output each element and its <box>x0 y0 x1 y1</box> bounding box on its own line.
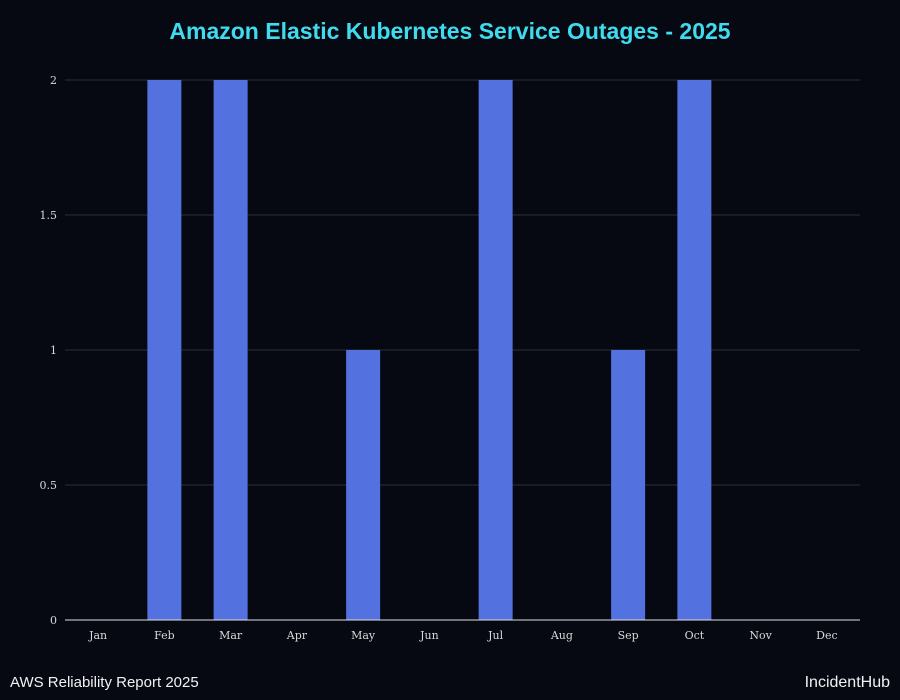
x-tick-label: Sep <box>618 629 639 642</box>
footer-brand: IncidentHub <box>804 674 890 691</box>
x-tick-label: Apr <box>286 629 308 642</box>
bar-mar <box>213 80 248 620</box>
bar-feb <box>147 80 182 620</box>
x-tick-label: Jan <box>88 629 107 642</box>
y-tick-label: 1 <box>50 344 57 357</box>
chart-title: Amazon Elastic Kubernetes Service Outage… <box>169 18 731 44</box>
bar-oct <box>677 80 712 620</box>
x-tick-label: Dec <box>816 629 838 642</box>
bar-sep <box>611 350 646 620</box>
y-tick-label: 0.5 <box>40 479 58 492</box>
x-tick-label: Aug <box>550 629 573 642</box>
x-tick-label: Jun <box>419 629 439 642</box>
y-tick-label: 2 <box>50 74 57 87</box>
x-tick-label: May <box>351 629 376 642</box>
y-tick-label: 1.5 <box>40 209 58 222</box>
x-tick-label: Oct <box>685 629 705 642</box>
x-tick-label: Jul <box>487 629 503 642</box>
x-tick-label: Feb <box>154 629 175 642</box>
y-tick-label: 0 <box>50 614 57 627</box>
x-tick-label: Nov <box>749 629 772 642</box>
x-tick-label: Mar <box>219 629 243 642</box>
footer-report-name: AWS Reliability Report 2025 <box>10 674 199 691</box>
bar-may <box>346 350 381 620</box>
bar-jul <box>478 80 513 620</box>
